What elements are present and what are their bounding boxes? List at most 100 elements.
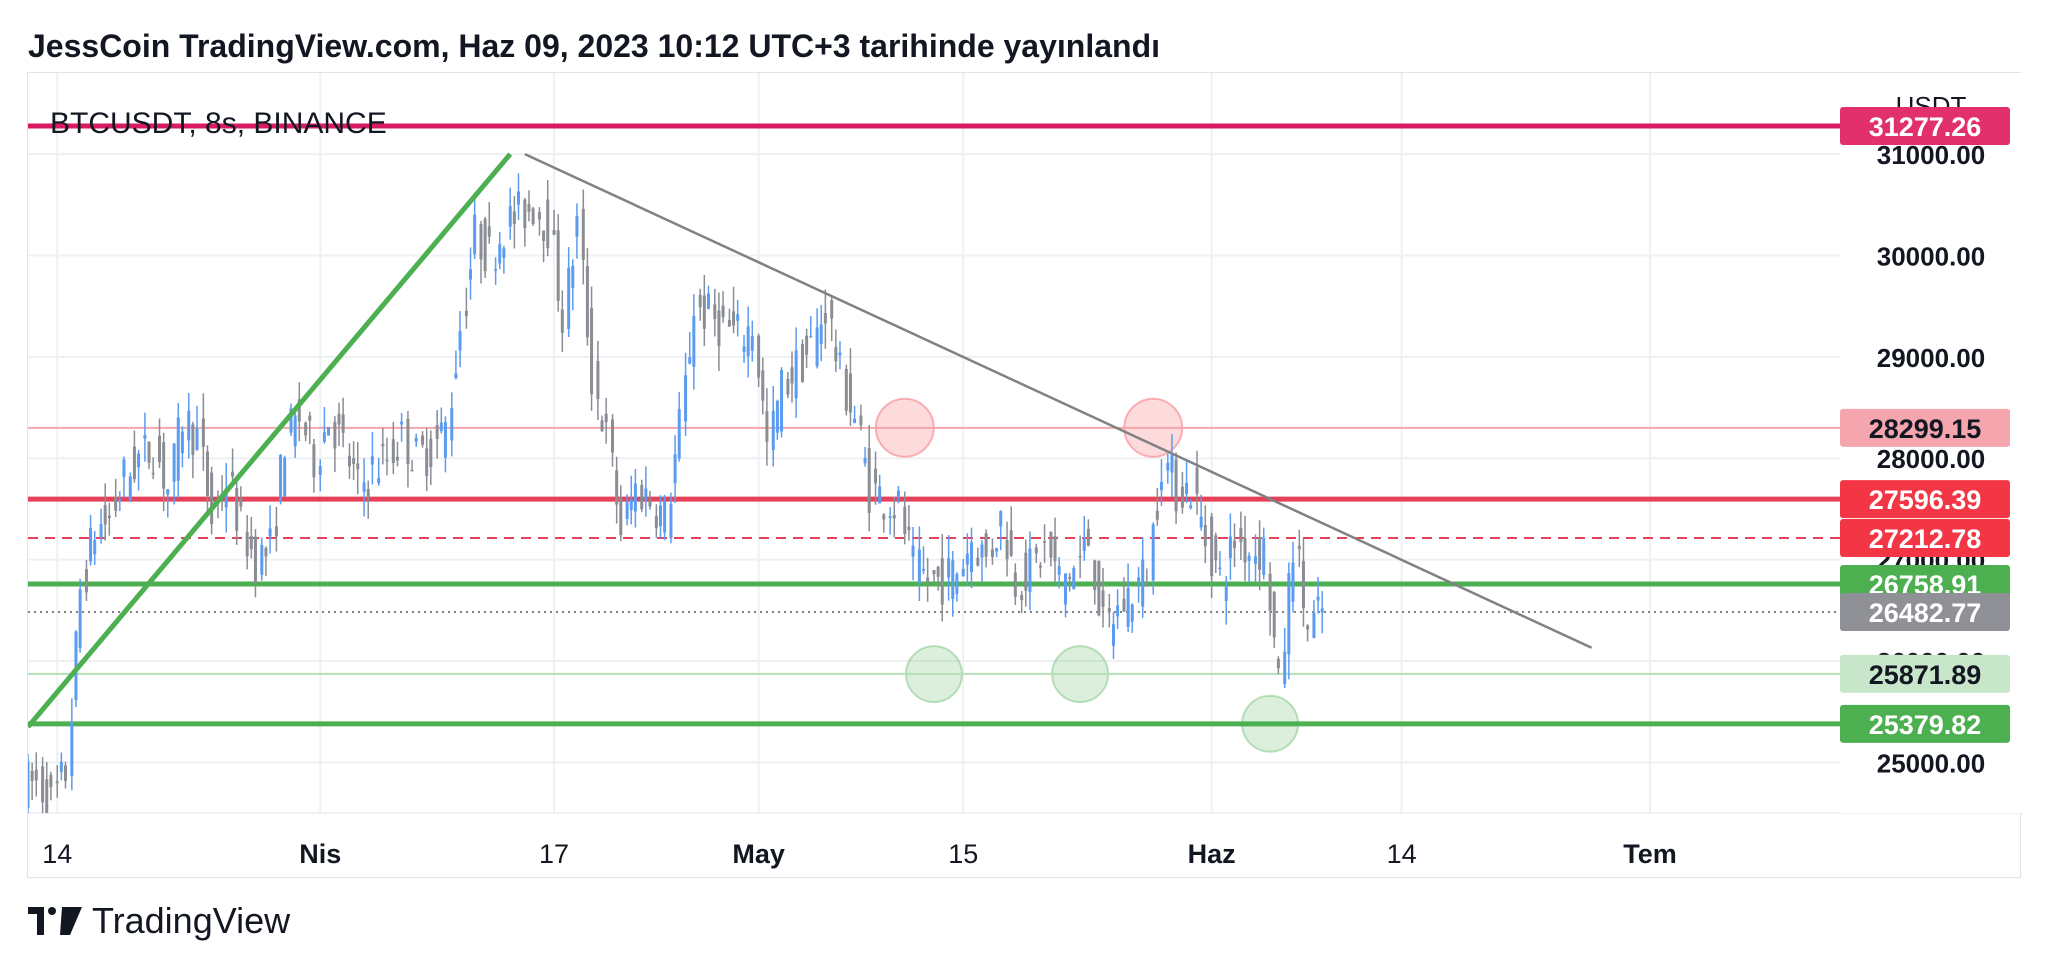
price-tag-text: 28299.15 <box>1869 414 1982 444</box>
candle-body <box>439 422 443 432</box>
candle-body <box>245 531 249 557</box>
candle-body <box>1170 454 1174 473</box>
candle-body <box>926 577 930 583</box>
candle-body <box>1258 537 1262 570</box>
candle-body <box>1214 535 1218 561</box>
candle-body <box>274 526 278 537</box>
candle-body <box>955 574 959 594</box>
candle-body <box>640 485 644 510</box>
candle-body <box>1180 486 1184 508</box>
candle-body <box>780 369 784 432</box>
candle-body <box>377 478 381 484</box>
candle-body <box>688 357 692 364</box>
candle-body <box>1203 524 1207 547</box>
candle-body <box>469 269 473 280</box>
candle-body <box>1093 560 1097 591</box>
price-tag-bg <box>1840 480 2010 519</box>
candle-body <box>673 454 677 484</box>
candle-body <box>327 427 331 436</box>
candle-body <box>308 415 312 421</box>
chart-frame[interactable]: BTCUSDT, 8s, BINANCE USDT25000.0026000.00… <box>27 72 2022 879</box>
candle-body <box>984 533 988 557</box>
candle-body <box>1122 598 1126 612</box>
candle-body <box>114 496 118 511</box>
candle-body <box>30 770 34 781</box>
candle-body <box>692 315 696 367</box>
candle-body <box>1283 651 1287 685</box>
candle-body <box>990 549 994 558</box>
candle-body <box>531 208 535 224</box>
candle-body <box>333 422 337 449</box>
candle-body <box>1024 552 1028 591</box>
candle-body <box>479 224 483 260</box>
price-tick-label: 30000.00 <box>1877 241 1985 271</box>
candle-body <box>84 569 88 593</box>
candle-body <box>172 443 176 482</box>
price-chart[interactable]: BTCUSDT, 8s, BINANCE USDT25000.0026000.00… <box>28 73 2022 879</box>
candle-body <box>362 482 366 492</box>
candle-body <box>268 528 272 537</box>
candle-body <box>337 413 341 425</box>
candle-body <box>41 766 45 803</box>
candle-body <box>1239 527 1243 543</box>
candle-body <box>450 408 454 441</box>
candle-body <box>600 420 604 432</box>
candle-body <box>34 769 38 781</box>
candle-body <box>494 269 498 271</box>
candle-body <box>74 631 78 701</box>
candle-body <box>1276 658 1280 669</box>
candle-body <box>128 476 132 500</box>
candle-body <box>834 347 838 362</box>
time-tick-label: 15 <box>948 839 978 869</box>
candle-body <box>1086 528 1090 546</box>
candle-body <box>1145 584 1149 587</box>
trendline-falling-resistance <box>524 152 1593 649</box>
candle-body <box>644 488 648 501</box>
candle-body <box>1224 586 1228 601</box>
candle-body <box>264 548 268 557</box>
candle-body <box>59 761 63 772</box>
candle-body <box>400 421 404 425</box>
candle-body <box>863 458 867 464</box>
price-tag-27596.39: 27596.39 <box>1840 480 2010 519</box>
candle-body <box>736 314 740 321</box>
candle-body <box>1268 573 1272 611</box>
candle-body <box>819 324 823 344</box>
candle-body <box>93 540 97 555</box>
price-tag-31277.26: 31277.26 <box>1840 106 2010 145</box>
candle-body <box>454 373 458 379</box>
candle-body <box>1316 596 1320 601</box>
candle-body <box>487 226 491 237</box>
candle-body <box>410 469 414 472</box>
candle-body <box>118 499 122 502</box>
candle-body <box>727 319 731 327</box>
candle-body <box>815 327 819 367</box>
candle-body <box>1189 505 1193 509</box>
price-tag-28299.15: 28299.15 <box>1840 408 2010 447</box>
candle-body <box>502 248 506 258</box>
candle-body <box>677 409 681 459</box>
candle-body <box>629 499 633 510</box>
symbol-label: BTCUSDT, 8s, BINANCE <box>50 107 387 140</box>
candle-body <box>391 439 395 464</box>
candle-body <box>122 459 126 478</box>
candle-body <box>1185 482 1189 494</box>
candle-body <box>951 560 955 600</box>
candle-body <box>771 410 775 450</box>
candle-body <box>848 373 852 413</box>
candle-body <box>137 453 141 468</box>
candle-body <box>537 212 541 220</box>
candle-body <box>995 547 999 552</box>
candle-body <box>381 443 385 447</box>
grid-lines <box>28 73 2022 814</box>
candle-body <box>1034 547 1038 554</box>
candle-body <box>706 293 710 309</box>
candle-body <box>63 765 67 781</box>
candle-body <box>746 326 750 357</box>
candle-body <box>1101 590 1105 607</box>
candle-body <box>947 558 951 578</box>
candle-body <box>619 497 623 536</box>
candle-body <box>585 266 589 338</box>
candle-body <box>1072 568 1076 590</box>
candle-body <box>89 527 93 562</box>
